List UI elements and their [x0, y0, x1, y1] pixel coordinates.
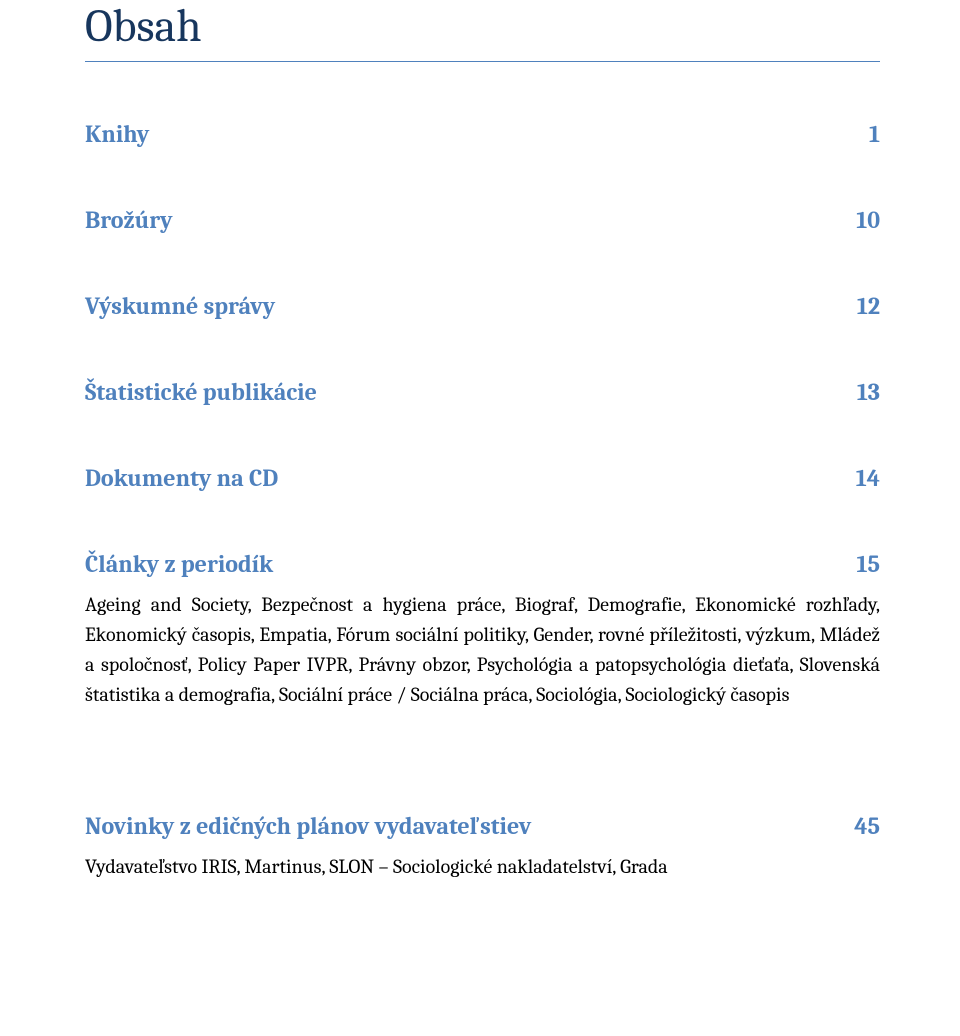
toc-entry-knihy: Knihy 1: [85, 120, 880, 148]
toc-label: Štatistické publikácie: [85, 378, 317, 406]
toc-label: Výskumné správy: [85, 292, 275, 320]
toc-label: Knihy: [85, 120, 149, 148]
toc-entry-vyskumne: Výskumné správy 12: [85, 292, 880, 320]
toc-entry-clanky: Články z periodík 15: [85, 550, 880, 578]
toc-entry-brozury: Brožúry 10: [85, 206, 880, 234]
toc-entry-novinky: Novinky z edičných plánov vydavateľstiev…: [85, 812, 880, 840]
toc-page-number: 14: [856, 464, 880, 492]
page-title: Obsah: [85, 0, 880, 53]
toc-page-number: 12: [857, 292, 880, 320]
document-page: Obsah Knihy 1 Brožúry 10 Výskumné správy…: [0, 0, 960, 882]
title-underline: [85, 61, 880, 62]
novinky-description: Vydavateľstvo IRIS, Martinus, SLON – Soc…: [85, 852, 880, 882]
toc-page-number: 15: [857, 550, 880, 578]
toc-entry-dokumenty: Dokumenty na CD 14: [85, 464, 880, 492]
toc-label: Články z periodík: [85, 550, 273, 578]
toc-label: Brožúry: [85, 206, 173, 234]
toc-page-number: 45: [854, 812, 880, 840]
spacer: [85, 768, 880, 812]
toc-page-number: 10: [856, 206, 880, 234]
periodika-description: Ageing and Society, Bezpečnost a hygiena…: [85, 590, 880, 710]
toc-page-number: 1: [869, 120, 880, 148]
toc-label: Novinky z edičných plánov vydavateľstiev: [85, 812, 531, 840]
toc-label: Dokumenty na CD: [85, 464, 278, 492]
toc-entry-statisticke: Štatistické publikácie 13: [85, 378, 880, 406]
toc-page-number: 13: [857, 378, 880, 406]
